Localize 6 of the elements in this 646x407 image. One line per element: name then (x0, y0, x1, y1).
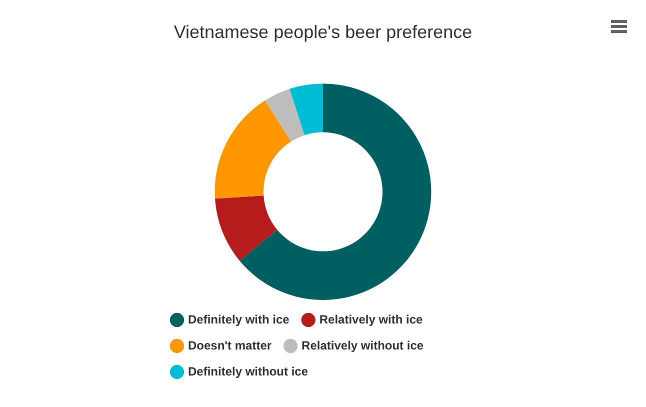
chart-title: Vietnamese people's beer preference (174, 22, 472, 42)
legend-label: Definitely without ice (188, 364, 308, 378)
legend-label: Definitely with ice (188, 312, 290, 326)
legend-label: Relatively without ice (302, 338, 424, 352)
legend-label: Relatively with ice (319, 312, 424, 326)
legend-label: Doesn't matter (188, 338, 272, 352)
